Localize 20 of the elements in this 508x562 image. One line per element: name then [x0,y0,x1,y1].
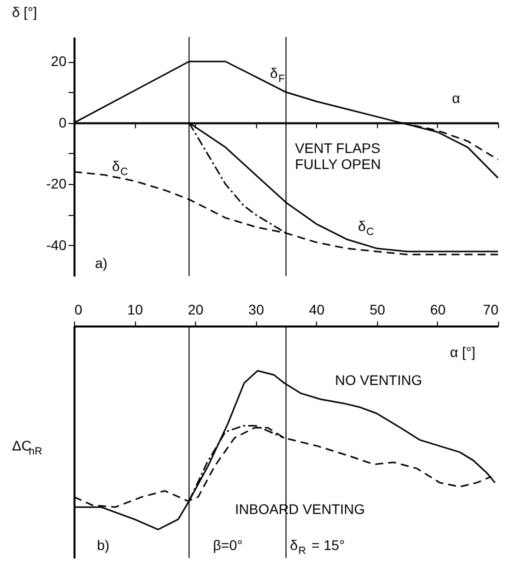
x-tick-label: 40 [308,302,325,318]
y-axis-title: δ [°] [12,4,38,20]
y-tick-label: -40 [46,236,67,253]
x-tick-label: 60 [430,302,446,318]
annotation: NO VENTING [335,372,422,388]
x-tick-label: 20 [188,302,204,318]
annotation: α [452,90,460,106]
x-tick-label: 70 [482,302,499,318]
text: b) [97,537,110,553]
x-tick-label: 30 [248,302,264,318]
annotation: VENT FLAPS FULLY OPEN [295,140,381,172]
y-tick-label: 0 [58,114,67,130]
x-tick-label: 0 [74,302,82,318]
annotation: α [°] [450,344,476,360]
x-tick-label: 50 [370,302,386,318]
y-tick-label: 20 [50,53,67,70]
annotation: a) [95,255,108,271]
y-tick-label: -20 [46,176,67,192]
text: β=0° [213,537,243,553]
x-tick-label: 10 [127,302,144,318]
